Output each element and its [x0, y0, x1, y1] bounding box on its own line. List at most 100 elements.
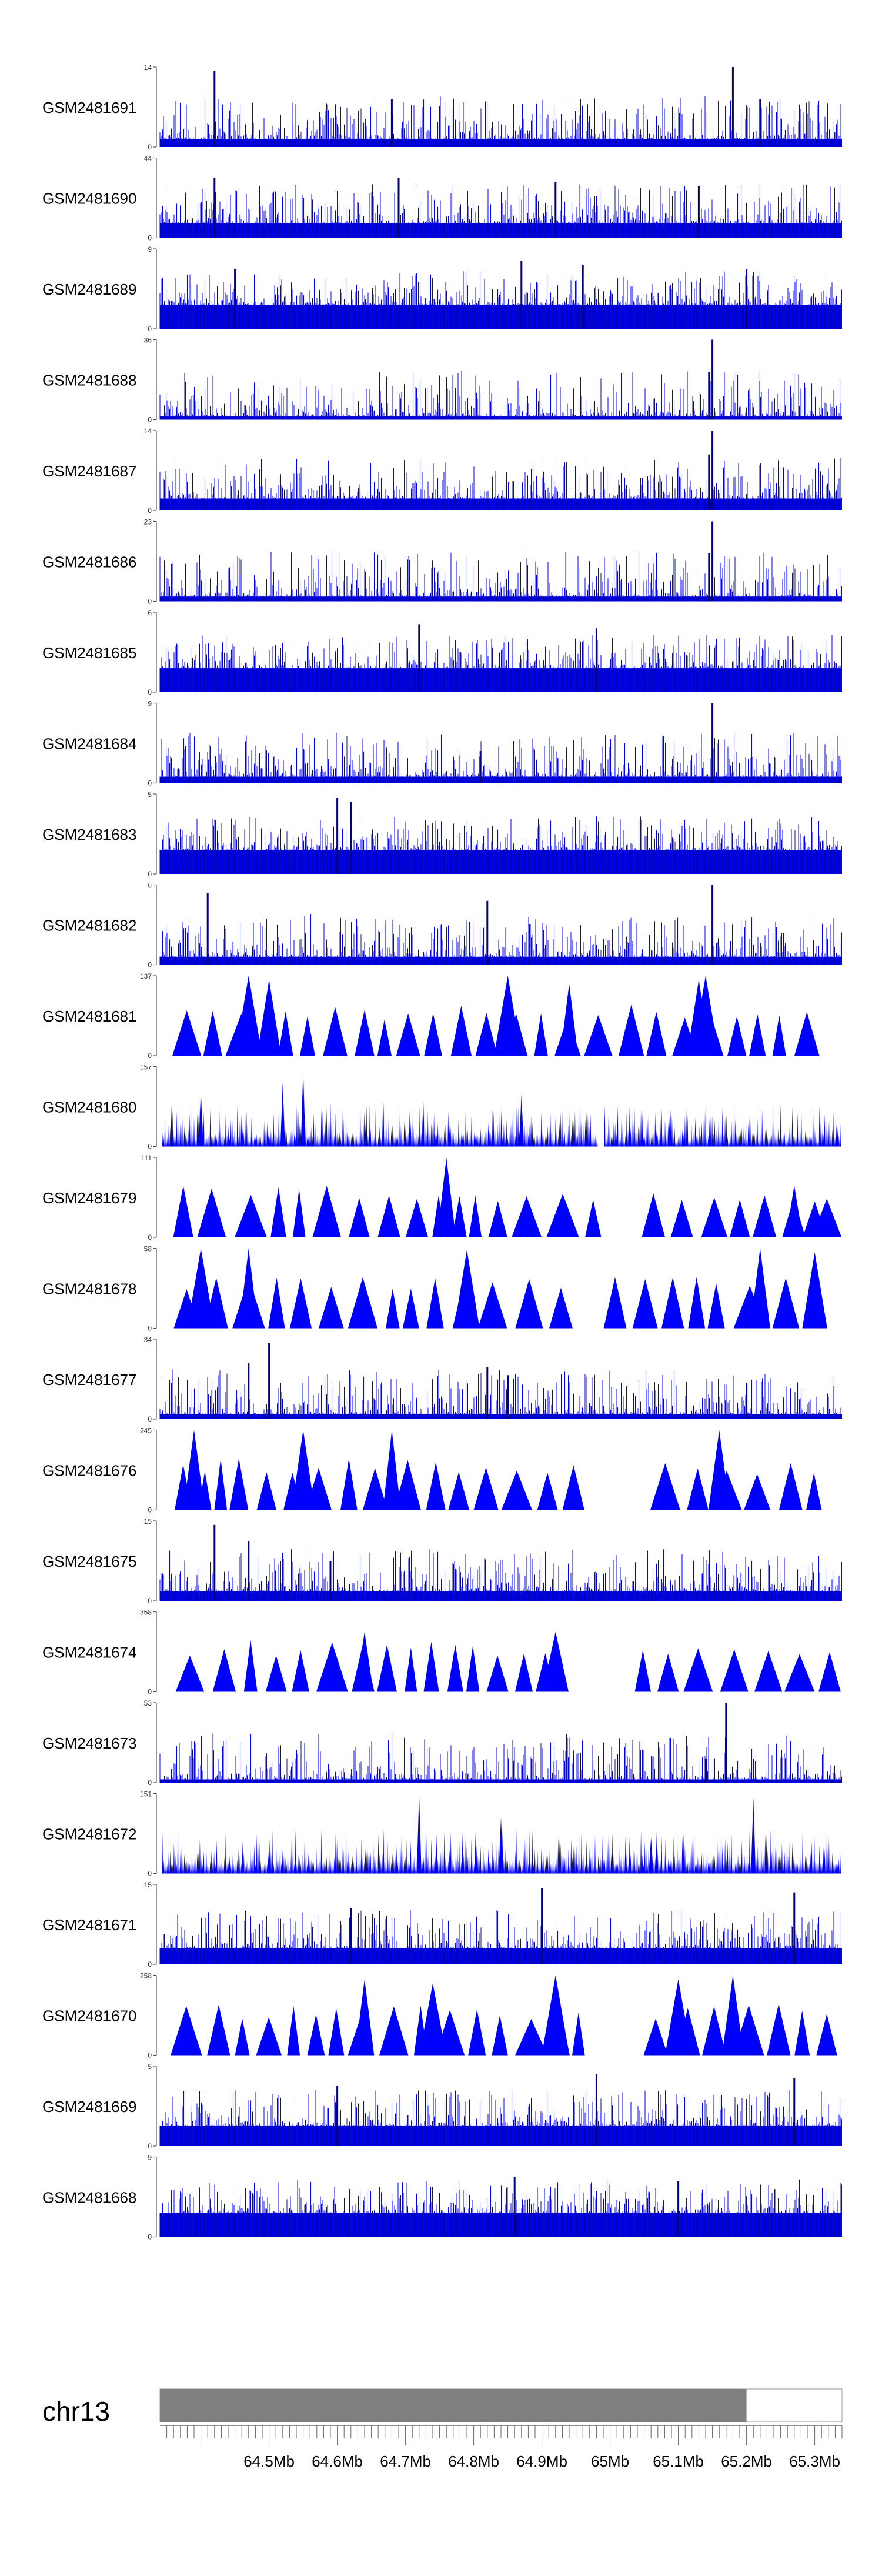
y-max-label: 36	[144, 336, 152, 345]
coverage-peak	[300, 1070, 306, 1147]
track-label: GSM2481670	[42, 2007, 136, 2025]
coverage-bars	[159, 458, 842, 510]
y-min-label: 0	[148, 598, 152, 606]
track-GSM2481670: GSM2481670 258 0	[42, 1972, 837, 2060]
track-label: GSM2481690	[42, 190, 136, 208]
x-tick-label: 64.8Mb	[448, 2452, 499, 2470]
coverage-peak	[786, 1185, 803, 1237]
coverage-signal	[173, 1248, 827, 1329]
coverage-bars	[159, 2090, 842, 2146]
track-label: GSM2481687	[42, 462, 136, 480]
coverage-bars	[159, 184, 842, 238]
coverage-bars	[159, 1549, 842, 1601]
track-GSM2481685: GSM2481685 6 0	[42, 609, 842, 696]
coverage-signal	[175, 1631, 841, 1692]
y-min-label: 0	[148, 1233, 152, 1242]
y-max-label: 15	[144, 1517, 152, 1526]
y-max-label: 5	[148, 2063, 152, 2071]
coverage-bars	[159, 635, 842, 692]
track-label: GSM2481689	[42, 281, 136, 298]
coverage-peak	[649, 1837, 654, 1874]
coverage-peak	[355, 1979, 375, 2056]
x-tick-label: 65.2Mb	[721, 2452, 772, 2470]
coverage-peak	[750, 1248, 770, 1329]
y-min-label: 0	[148, 325, 152, 333]
coverage-signal	[159, 1703, 842, 1783]
y-max-label: 9	[148, 2154, 152, 2162]
coverage-peak	[802, 1252, 827, 1329]
track-label: GSM2481691	[42, 99, 136, 116]
coverage-signal	[159, 2074, 842, 2146]
coverage-peak	[419, 1983, 446, 2056]
track-GSM2481688: GSM2481688 36 0	[42, 336, 842, 424]
track-label: GSM2481669	[42, 2098, 136, 2115]
coverage-peak	[291, 1430, 315, 1510]
track-GSM2481684: GSM2481684 9 0	[42, 700, 842, 788]
coverage-signal	[172, 976, 820, 1056]
track-label: GSM2481682	[42, 917, 136, 935]
coverage-signal	[173, 1157, 842, 1237]
y-min-label: 0	[148, 416, 152, 424]
coverage-bars	[159, 96, 842, 147]
coverage-peak	[687, 979, 711, 1056]
coverage-peak	[383, 1430, 401, 1510]
track-label: GSM2481675	[42, 1553, 136, 1570]
coverage-peak	[280, 1082, 285, 1147]
track-label: GSM2481685	[42, 644, 136, 662]
coverage-signal	[159, 1524, 842, 1601]
track-label: GSM2481680	[42, 1099, 136, 1116]
coverage-peak	[356, 1631, 373, 1692]
y-max-label: 157	[140, 1063, 152, 1072]
coverage-signal	[159, 2177, 842, 2237]
y-max-label: 34	[144, 1336, 152, 1344]
coverage-signal	[159, 178, 842, 238]
coverage-peak	[437, 1157, 456, 1237]
track-label: GSM2481671	[42, 1916, 136, 1934]
y-max-label: 245	[140, 1427, 152, 1435]
coverage-signal	[175, 1430, 822, 1510]
track-label: GSM2481674	[42, 1644, 136, 1661]
track-GSM2481675: GSM2481675 15 0	[42, 1517, 842, 1605]
y-min-label: 0	[148, 961, 152, 969]
y-min-label: 0	[148, 1597, 152, 1605]
y-min-label: 0	[148, 2142, 152, 2150]
track-label: GSM2481672	[42, 1826, 136, 1843]
y-min-label: 0	[148, 1960, 152, 1968]
coverage-signal	[159, 624, 842, 692]
y-max-label: 137	[140, 972, 152, 980]
coverage-bars	[159, 1733, 842, 1783]
y-min-label: 0	[148, 506, 152, 515]
coverage-signal	[162, 1793, 841, 1874]
track-label: GSM2481676	[42, 1462, 136, 1480]
x-axis: 64.5Mb 64.6Mb 64.7Mb 64.8Mb 64.9Mb 65Mb 65.1Mb…	[160, 2425, 843, 2470]
y-min-label: 0	[148, 1870, 152, 1878]
chromosome-ideogram: chr13	[42, 2388, 843, 2427]
track-GSM2481683: GSM2481683 5 0	[42, 790, 842, 878]
coverage-signal	[162, 1070, 841, 1147]
chromosome-label: chr13	[42, 2396, 110, 2427]
coverage-signal	[159, 885, 842, 965]
coverage-signal	[159, 703, 842, 783]
track-GSM2481681: GSM2481681 137 0	[42, 972, 820, 1060]
coverage-peak	[751, 1797, 756, 1874]
coverage-area	[175, 1640, 841, 1692]
coverage-peak	[664, 1979, 692, 2056]
track-label: GSM2481681	[42, 1007, 136, 1025]
y-min-label: 0	[148, 1324, 152, 1333]
y-max-label: 258	[140, 1972, 152, 1980]
coverage-bars	[159, 1369, 842, 1419]
y-min-label: 0	[148, 2233, 152, 2241]
coverage-signal	[159, 67, 842, 147]
coverage-peak	[235, 976, 262, 1056]
coverage-bars	[159, 816, 842, 874]
coverage-peak	[183, 1430, 205, 1510]
track-GSM2481677: GSM2481677 34 0	[42, 1336, 842, 1423]
coverage-signal	[171, 1975, 837, 2056]
coverage-peak	[542, 1631, 569, 1692]
y-max-label: 14	[144, 64, 152, 72]
coverage-signal	[159, 261, 842, 329]
y-max-label: 44	[144, 155, 152, 163]
y-max-label: 58	[144, 1245, 152, 1253]
coverage-peak	[257, 979, 282, 1056]
